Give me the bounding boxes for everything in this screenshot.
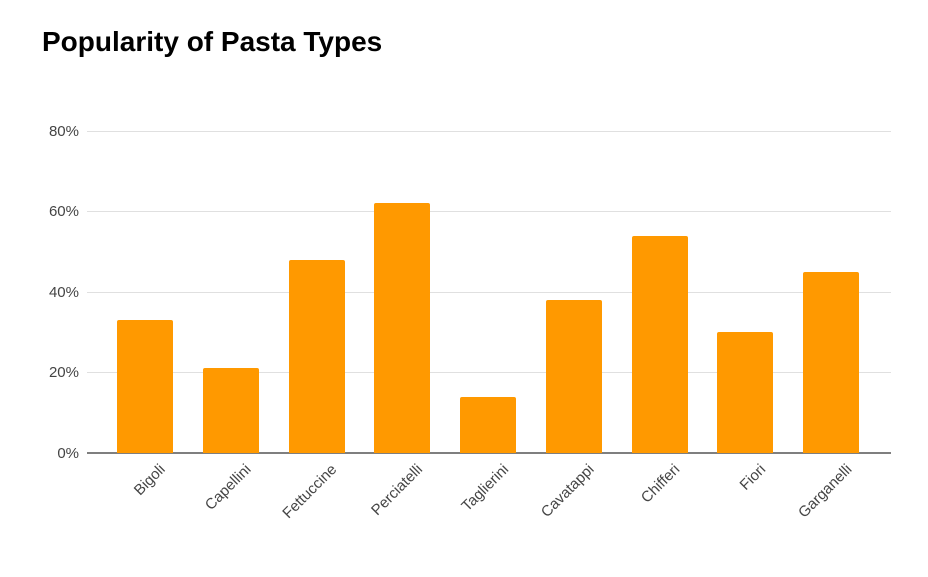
bar-cavatappi xyxy=(545,300,602,453)
y-axis-tick-label: 20% xyxy=(48,364,79,381)
gridline xyxy=(87,211,891,212)
bar-fiori xyxy=(717,332,774,453)
y-axis-tick-label: 0% xyxy=(57,444,79,462)
x-axis-baseline xyxy=(87,452,891,454)
bar-fettuccine xyxy=(288,259,345,453)
gridline xyxy=(87,372,891,373)
bar-garganelli xyxy=(803,271,859,453)
x-axis-tick-label: Garganelli xyxy=(794,461,856,522)
bar-capellini xyxy=(202,368,259,453)
bar-bigoli xyxy=(117,320,173,453)
x-axis-tick-label-anchor: Garganelli xyxy=(643,461,855,521)
gridline xyxy=(87,130,891,132)
chart-title: Popularity of Pasta Types xyxy=(42,26,383,57)
gridline xyxy=(87,291,891,293)
bar-taglierini xyxy=(460,396,516,453)
y-axis-tick-label: 60% xyxy=(48,203,79,220)
bar-perciatelli xyxy=(374,203,431,453)
y-axis-tick-label: 80% xyxy=(48,122,79,140)
y-axis-tick-label: 40% xyxy=(48,283,79,301)
bar-chifferi xyxy=(631,235,688,453)
